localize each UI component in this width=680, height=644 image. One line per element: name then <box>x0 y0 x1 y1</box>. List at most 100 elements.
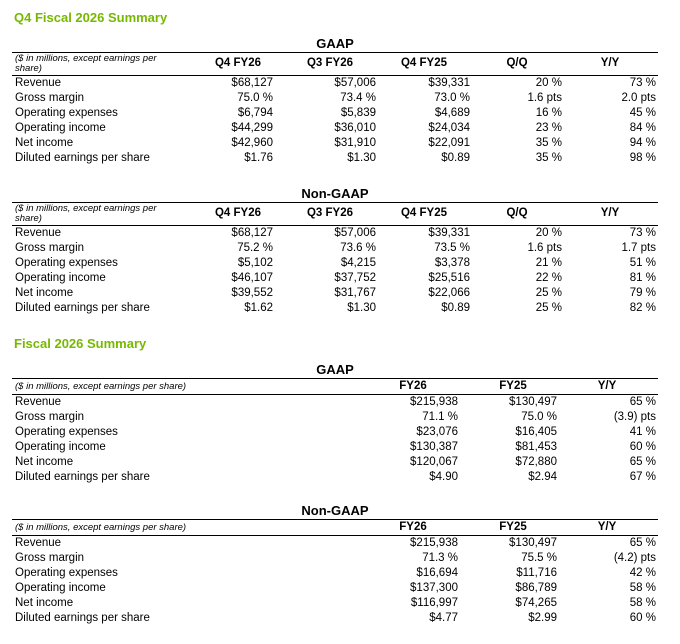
cell-value: $1.30 <box>347 152 376 164</box>
cell-value: 73 % <box>629 77 656 89</box>
cell-value: $215,938 <box>410 537 458 549</box>
cell-value: 75.2 % <box>237 242 273 254</box>
cell-value: $4,215 <box>340 257 376 269</box>
cell-value: $23,076 <box>416 426 458 438</box>
row-label: Revenue <box>15 396 62 408</box>
cell-value: $39,331 <box>428 77 470 89</box>
row-label: Gross margin <box>15 92 85 104</box>
row-label: Revenue <box>15 537 62 549</box>
cell-value: $31,767 <box>334 287 376 299</box>
row-label: Operating expenses <box>15 107 118 119</box>
column-note: ($ in millions, except earnings per shar… <box>15 381 187 392</box>
cell-value: 58 % <box>629 597 656 609</box>
column-header: Q/Q <box>506 207 528 219</box>
cell-value: $74,265 <box>515 597 557 609</box>
cell-value: 94 % <box>629 137 656 149</box>
cell-value: $22,091 <box>428 137 470 149</box>
cell-value: $16,405 <box>515 426 557 438</box>
cell-value: $25,516 <box>428 272 470 284</box>
column-header: Q3 FY26 <box>306 57 354 69</box>
cell-value: $6,794 <box>237 107 273 119</box>
row-label: Net income <box>15 137 74 149</box>
section-title: Q4 Fiscal 2026 Summary <box>14 10 168 25</box>
cell-value: $36,010 <box>334 122 376 134</box>
cell-value: 1.7 pts <box>621 242 656 254</box>
cell-value: 51 % <box>629 257 656 269</box>
cell-value: 25 % <box>535 287 562 299</box>
rule <box>12 519 658 520</box>
row-label: Revenue <box>15 227 62 239</box>
column-header: Q/Q <box>506 57 528 69</box>
cell-value: 67 % <box>629 471 656 483</box>
cell-value: 84 % <box>629 122 656 134</box>
cell-value: $72,880 <box>515 456 557 468</box>
cell-value: $116,997 <box>410 597 458 609</box>
row-label: Revenue <box>15 77 62 89</box>
cell-value: $4.90 <box>429 471 458 483</box>
cell-value: 73.6 % <box>340 242 376 254</box>
cell-value: $42,960 <box>231 137 273 149</box>
cell-value: 73.5 % <box>434 242 470 254</box>
column-header: Y/Y <box>600 57 620 69</box>
rule <box>12 202 658 203</box>
cell-value: $130,387 <box>410 441 458 453</box>
row-label: Gross margin <box>15 411 85 423</box>
column-note: ($ in millions, except earnings per shar… <box>15 522 187 533</box>
cell-value: 65 % <box>629 456 656 468</box>
cell-value: 82 % <box>629 302 656 314</box>
cell-value: $81,453 <box>515 441 557 453</box>
row-label: Diluted earnings per share <box>15 471 150 483</box>
row-label: Diluted earnings per share <box>15 302 150 314</box>
cell-value: $31,910 <box>334 137 376 149</box>
table-heading: GAAP <box>316 362 354 377</box>
column-header: FY25 <box>499 379 527 392</box>
cell-value: $5,102 <box>237 257 273 269</box>
rule <box>12 75 658 76</box>
table-heading: Non-GAAP <box>301 503 369 518</box>
cell-value: $57,006 <box>334 77 376 89</box>
cell-value: $39,331 <box>428 227 470 239</box>
row-label: Operating income <box>15 441 106 453</box>
row-label: Operating expenses <box>15 567 118 579</box>
cell-value: 60 % <box>629 441 656 453</box>
row-label: Operating income <box>15 272 106 284</box>
cell-value: $130,497 <box>509 537 557 549</box>
cell-value: 73.4 % <box>340 92 376 104</box>
column-header: Q4 FY25 <box>400 207 448 219</box>
cell-value: 35 % <box>535 152 562 164</box>
cell-value: (4.2) pts <box>613 552 656 564</box>
cell-value: 1.6 pts <box>527 92 562 104</box>
rule <box>12 535 658 536</box>
rule <box>12 378 658 379</box>
row-label: Gross margin <box>15 242 85 254</box>
cell-value: 42 % <box>629 567 656 579</box>
cell-value: 65 % <box>629 396 656 408</box>
cell-value: 21 % <box>535 257 562 269</box>
cell-value: $68,127 <box>231 77 273 89</box>
table-heading: Non-GAAP <box>301 186 369 201</box>
cell-value: $1.76 <box>244 152 273 164</box>
column-header: Y/Y <box>597 520 617 533</box>
cell-value: $46,107 <box>231 272 273 284</box>
row-label: Operating income <box>15 122 106 134</box>
cell-value: 35 % <box>535 137 562 149</box>
cell-value: 71.1 % <box>422 411 458 423</box>
column-header: Y/Y <box>600 207 620 219</box>
row-label: Net income <box>15 287 74 299</box>
column-header: Y/Y <box>597 379 617 392</box>
rule <box>12 394 658 395</box>
column-header: Q3 FY26 <box>306 207 354 219</box>
cell-value: $215,938 <box>410 396 458 408</box>
cell-value: 16 % <box>535 107 562 119</box>
cell-value: $37,752 <box>334 272 376 284</box>
cell-value: $57,006 <box>334 227 376 239</box>
column-note: ($ in millions, except earnings per shar… <box>15 203 157 224</box>
cell-value: 23 % <box>535 122 562 134</box>
cell-value: (3.9) pts <box>613 411 656 423</box>
cell-value: $68,127 <box>231 227 273 239</box>
section-title: Fiscal 2026 Summary <box>14 336 147 351</box>
cell-value: $2.99 <box>528 612 557 624</box>
cell-value: $3,378 <box>434 257 470 269</box>
cell-value: $24,034 <box>428 122 470 134</box>
cell-value: 98 % <box>629 152 656 164</box>
